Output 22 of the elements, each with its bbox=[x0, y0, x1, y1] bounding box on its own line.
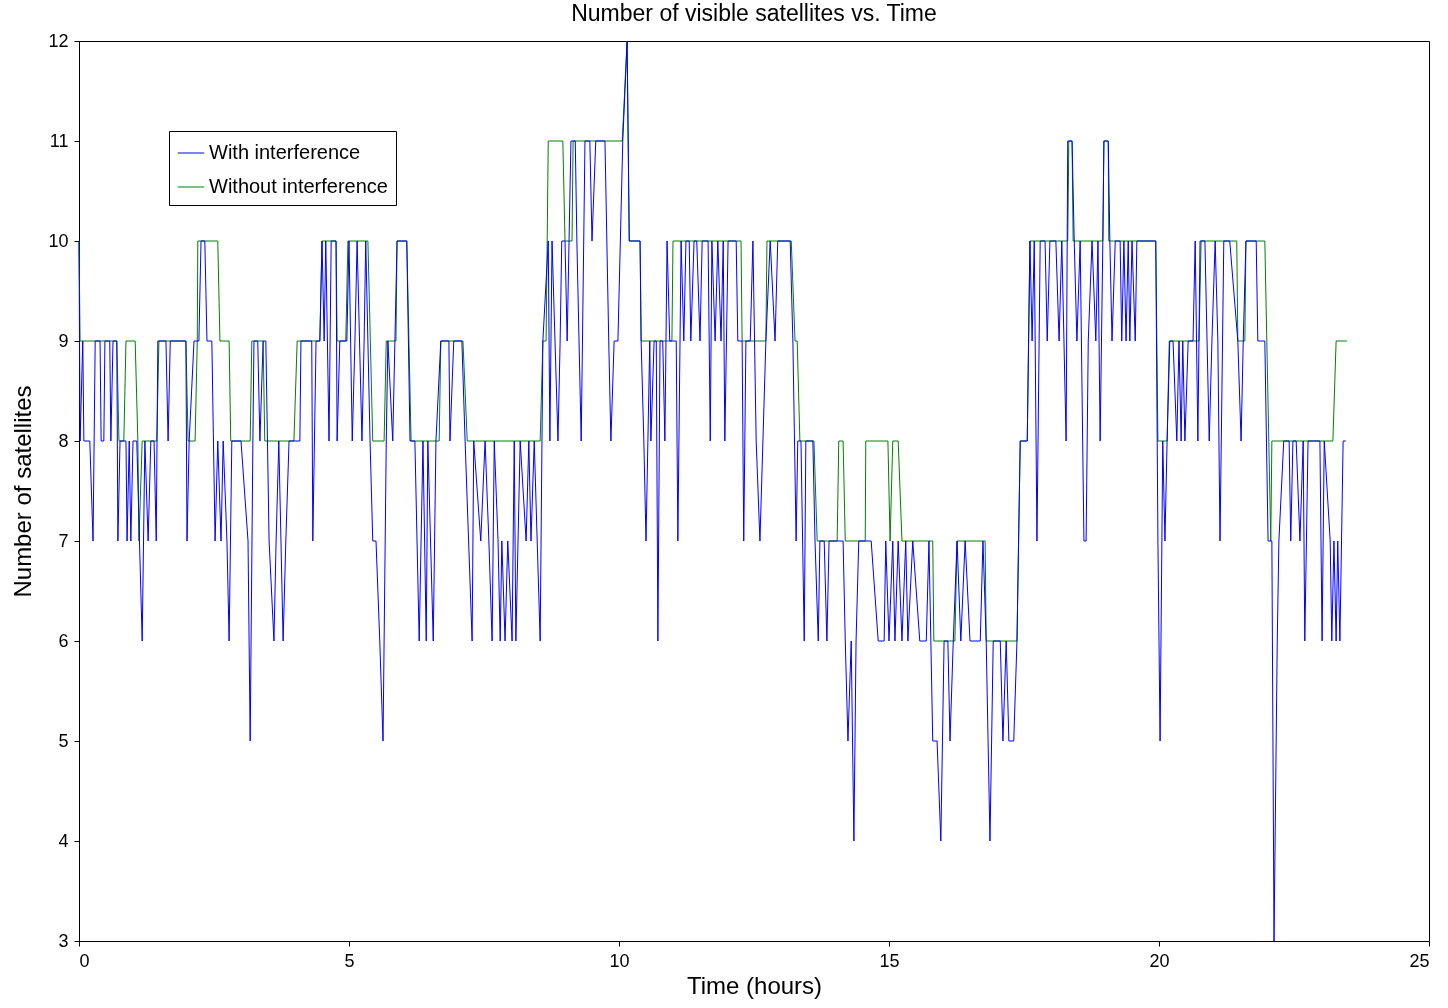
y-tick-label: 10 bbox=[48, 230, 69, 251]
y-tick-label: 9 bbox=[58, 330, 69, 351]
x-tick-label: 5 bbox=[344, 950, 355, 971]
chart-title: Number of visible satellites vs. Time bbox=[571, 0, 937, 26]
x-tick-label: 25 bbox=[1409, 950, 1430, 971]
legend-label: Without interference bbox=[209, 175, 388, 197]
y-tick-label: 4 bbox=[58, 830, 69, 851]
legend-label: With interference bbox=[209, 141, 361, 163]
y-tick-label: 11 bbox=[49, 130, 69, 151]
x-tick-label: 20 bbox=[1149, 950, 1170, 971]
x-tick-label: 0 bbox=[79, 950, 90, 971]
y-tick-label: 8 bbox=[58, 430, 69, 451]
x-tick-label: 10 bbox=[609, 950, 630, 971]
y-tick-label: 7 bbox=[58, 530, 69, 551]
y-tick-label: 12 bbox=[48, 30, 69, 51]
y-tick-label: 6 bbox=[58, 630, 69, 651]
line-series bbox=[78, 40, 1347, 942]
y-tick-label: 5 bbox=[58, 730, 69, 751]
x-tick-label: 15 bbox=[879, 950, 900, 971]
y-axis-title: Number of satellites bbox=[9, 385, 37, 598]
x-axis-title: Time (hours) bbox=[686, 971, 823, 999]
y-tick-label: 3 bbox=[58, 930, 69, 951]
